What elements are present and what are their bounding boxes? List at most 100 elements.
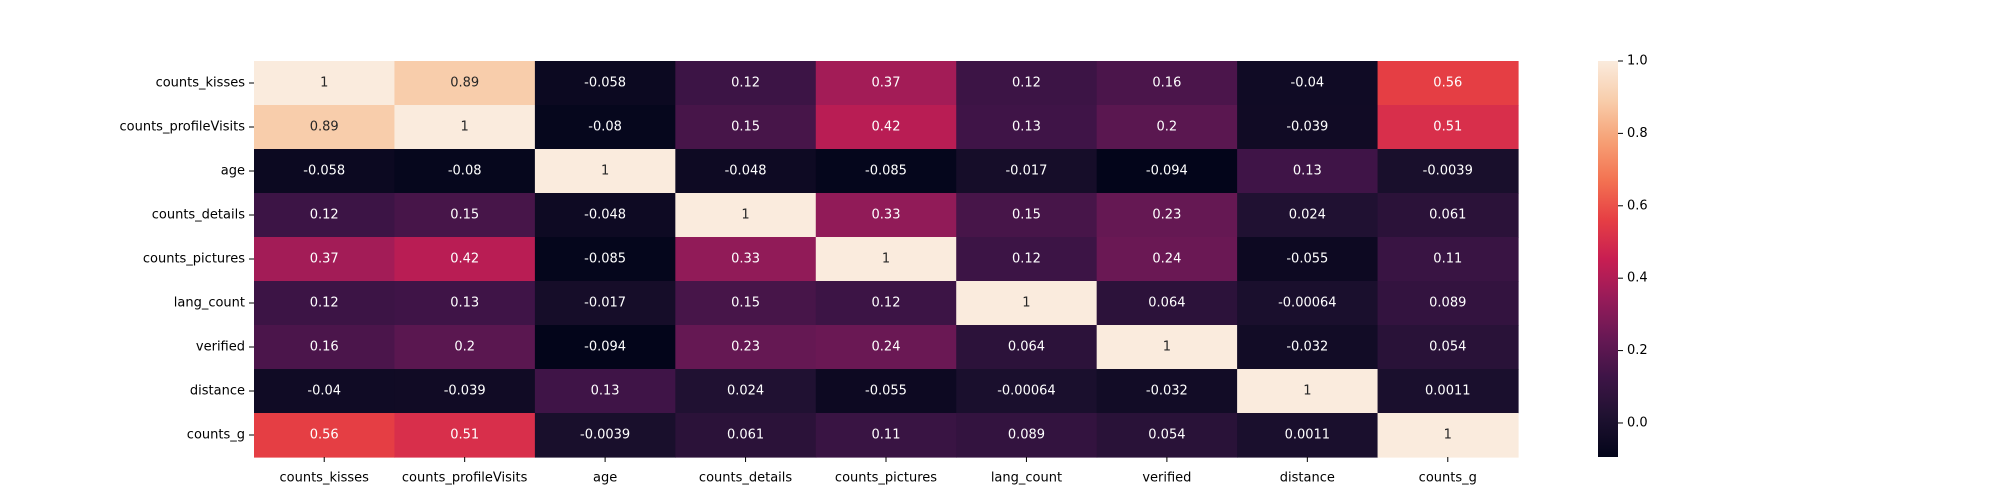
heatmap-cell-label: 0.33 [731,252,760,267]
heatmap-cell-label: -0.058 [584,76,626,91]
heatmap-cell-label: -0.04 [307,384,341,399]
heatmap-cell [394,105,536,150]
heatmap-cell-label: 0.089 [1429,296,1466,311]
heatmap-cell-label: 0.12 [872,296,901,311]
heatmap-cell [1377,369,1519,414]
heatmap-cell [815,413,957,458]
heatmap-cell-label: -0.017 [584,296,626,311]
heatmap-cell-label: 0.061 [1429,208,1466,223]
heatmap-cell-label: -0.085 [584,252,626,267]
heatmap-cell [534,413,676,458]
heatmap-cell [1377,61,1519,106]
heatmap-cell [815,193,957,238]
heatmap-cell-label: 0.13 [1012,120,1041,135]
colorbar-tick-label: 0.4 [1627,271,1648,286]
heatmap-cell [956,237,1098,282]
heatmap-cell-label: 0.2 [1157,120,1178,135]
heatmap-cell-label: -0.094 [1146,164,1188,179]
x-tick-label: counts_details [699,471,792,486]
heatmap-cell-label: 1 [741,208,749,223]
heatmap-cell [815,105,957,150]
heatmap-cell [956,369,1098,414]
y-tick-label: distance [190,384,245,399]
heatmap-cell-label: 1 [461,120,469,135]
heatmap-cell-label: 0.089 [1008,428,1045,443]
heatmap-cell-label: -0.017 [1005,164,1047,179]
heatmap-cell-label: 0.12 [310,208,339,223]
heatmap-cell [675,61,817,106]
heatmap-cell [1237,193,1379,238]
heatmap-cell-label: 0.56 [310,428,339,443]
y-tick-label: counts_profileVisits [120,120,246,135]
heatmap-cell-label: 1 [320,76,328,91]
y-tick-label: counts_details [152,208,245,223]
heatmap-cell [1377,325,1519,370]
heatmap-cell [1237,325,1379,370]
colorbar: 0.0 0.2 0.4 0.6 0.8 1.0 [1598,54,1648,457]
heatmap-cell [394,193,536,238]
heatmap-cell [394,61,536,106]
colorbar-tick-label: 0.8 [1627,126,1648,141]
colorbar-gradient [1598,61,1618,457]
heatmap-cell [675,281,817,326]
heatmap-cell-label: -0.04 [1291,76,1325,91]
x-tick-label: counts_g [1419,471,1477,486]
heatmap-cell-label: 1 [1444,428,1452,443]
heatmap-cell-label: 0.37 [310,252,339,267]
heatmap-cell [815,369,957,414]
colorbar-tick-label: 0.6 [1627,198,1648,213]
heatmap-cell [1096,413,1238,458]
heatmap-cell [1237,105,1379,150]
heatmap-cell [394,325,536,370]
heatmap-cell [254,61,396,106]
heatmap-cell [1377,281,1519,326]
heatmap-cell-label: 0.061 [727,428,764,443]
heatmap-cell-label: 1 [882,252,890,267]
heatmap-cell-label: 0.0011 [1285,428,1331,443]
heatmap-cell-label: 0.16 [310,340,339,355]
heatmap-cell [675,325,817,370]
heatmap-cell [956,325,1098,370]
heatmap-cell-label: 0.12 [1012,252,1041,267]
heatmap-cell-label: -0.039 [1286,120,1328,135]
heatmap-cell [956,149,1098,194]
heatmap-cell [1237,237,1379,282]
heatmap-cell-label: -0.085 [865,164,907,179]
heatmap-cell-label: -0.058 [303,164,345,179]
heatmap-cell-label: 0.24 [1152,252,1181,267]
y-tick-label: counts_kisses [156,76,246,91]
heatmap-cell-label: -0.00064 [1278,296,1336,311]
heatmap-cell [1237,369,1379,414]
heatmap-cell [1377,413,1519,458]
heatmap-cell [534,369,676,414]
heatmap-cell-label: -0.094 [584,340,626,355]
heatmap-cell [675,149,817,194]
heatmap-cell [1096,193,1238,238]
heatmap-cell [534,193,676,238]
heatmap-cell-label: 0.33 [872,208,901,223]
heatmap-cell [1377,237,1519,282]
heatmap-cell [815,237,957,282]
heatmap-cell [675,237,817,282]
heatmap-cell-label: 0.11 [872,428,901,443]
heatmap-cell-label: 0.42 [450,252,479,267]
heatmap-cell-label: 0.51 [1433,120,1462,135]
heatmap-cell [1096,105,1238,150]
colorbar-ticks: 0.0 0.2 0.4 0.6 0.8 1.0 [1618,54,1648,430]
colorbar-tick-label: 1.0 [1627,54,1648,69]
heatmap-cell-label: 0.15 [731,120,760,135]
heatmap-cell [675,369,817,414]
heatmap-cell [675,105,817,150]
heatmap-cell [1237,281,1379,326]
heatmap-cell-labels: 1 0.89 -0.058 0.12 0.37 0.12 0.16 -0.04 0.56 0.89… [303,76,1473,443]
heatmap-cell [956,105,1098,150]
heatmap-cell-label: 0.12 [731,76,760,91]
heatmap-cell [254,105,396,150]
heatmap-cell-label: -0.039 [444,384,486,399]
colorbar-tick-label: 0.2 [1627,343,1648,358]
y-tick-label: lang_count [174,296,245,311]
heatmap-cell [815,325,957,370]
heatmap-cell [254,369,396,414]
heatmap-cell-label: 0.42 [872,120,901,135]
